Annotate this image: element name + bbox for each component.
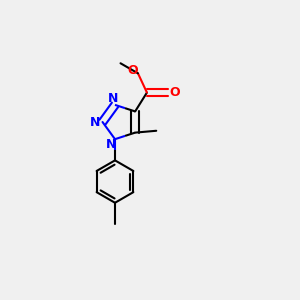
- Text: N: N: [107, 92, 118, 105]
- Text: O: O: [169, 86, 180, 99]
- Text: N: N: [90, 116, 101, 128]
- Text: N: N: [106, 138, 117, 151]
- Text: O: O: [128, 64, 138, 77]
